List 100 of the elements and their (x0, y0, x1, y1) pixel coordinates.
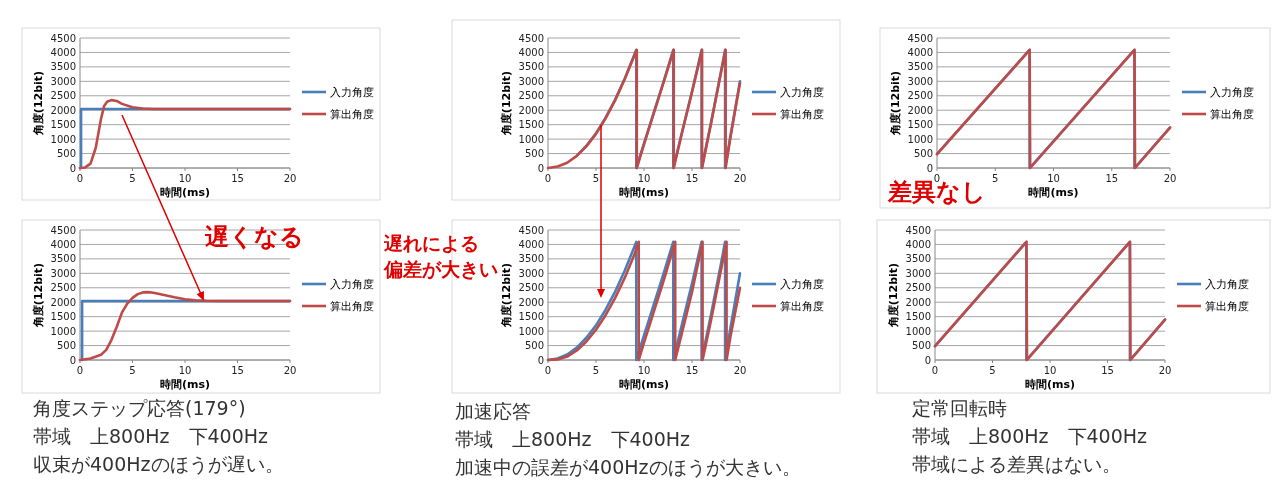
y-tick-label: 0 (926, 162, 933, 174)
legend-label: 入力角度 (1210, 86, 1254, 99)
x-tick-label: 10 (178, 365, 192, 376)
y-tick-label: 3500 (907, 61, 933, 73)
legend-label: 算出角度 (330, 300, 374, 313)
x-tick-label: 20 (1158, 365, 1172, 376)
x-axis-title: 時間(ms) (159, 186, 211, 199)
x-tick-label: 0 (544, 173, 552, 184)
y-tick-label: 4500 (50, 224, 76, 236)
text: 加速中の誤差が400Hzのほうが大きい。 (455, 456, 801, 478)
legend-label: 入力角度 (1205, 278, 1249, 291)
x-axis-title: 時間(ms) (1024, 378, 1076, 391)
y-tick-label: 4000 (518, 238, 544, 250)
y-tick-label: 2000 (905, 296, 931, 308)
x-axis-title: 時間(ms) (618, 378, 670, 391)
y-tick-label: 3500 (905, 253, 931, 265)
x-tick-label: 0 (544, 365, 552, 376)
text: 収束が400Hzのほうが遅い。 (33, 453, 284, 475)
y-tick-label: 500 (56, 340, 76, 352)
y-tick-label: 3500 (518, 61, 544, 73)
annotation: 遅くなる (204, 223, 304, 251)
y-tick-label: 3000 (905, 267, 931, 279)
y-axis-title: 角度(12bit) (887, 262, 900, 329)
y-tick-label: 4000 (50, 46, 76, 58)
y-tick-label: 2500 (905, 282, 931, 294)
y-tick-label: 0 (537, 354, 544, 366)
legend-label: 入力角度 (330, 86, 374, 99)
x-tick-label: 15 (231, 365, 244, 376)
legend-label: 入力角度 (780, 86, 824, 99)
x-tick-label: 10 (178, 173, 192, 184)
x-tick-label: 5 (592, 173, 600, 184)
text: 帯域 上800Hz 下400Hz (912, 425, 1148, 447)
legend-label: 算出角度 (780, 300, 824, 313)
x-tick-label: 5 (129, 365, 136, 376)
y-axis-title: 角度(12bit) (500, 70, 513, 137)
y-tick-label: 2500 (907, 90, 933, 102)
text: 遅れによる (383, 232, 479, 254)
y-tick-label: 500 (913, 148, 933, 160)
y-tick-label: 3000 (518, 75, 544, 87)
y-tick-label: 1000 (50, 325, 76, 337)
legend-label: 算出角度 (1205, 300, 1249, 313)
x-tick-label: 20 (733, 365, 747, 376)
y-tick-label: 1500 (518, 311, 544, 323)
y-tick-label: 3500 (518, 253, 544, 265)
x-tick-label: 5 (992, 173, 999, 184)
x-tick-label: 5 (592, 365, 600, 376)
y-tick-label: 500 (56, 148, 76, 160)
y-tick-label: 2000 (907, 104, 933, 116)
y-tick-label: 2000 (518, 104, 544, 116)
y-tick-label: 4000 (905, 238, 931, 250)
text: 定常回転時 (912, 397, 1007, 419)
y-tick-label: 500 (911, 340, 931, 352)
x-tick-label: 0 (76, 365, 84, 376)
x-tick-label: 15 (231, 173, 244, 184)
y-tick-label: 4500 (518, 32, 544, 44)
y-tick-label: 0 (69, 162, 76, 174)
y-tick-label: 0 (924, 354, 931, 366)
y-axis-title: 角度(12bit) (889, 70, 902, 137)
y-tick-label: 3000 (907, 75, 933, 87)
text: 帯域 上800Hz 下400Hz (455, 428, 691, 450)
y-tick-label: 4000 (50, 238, 76, 250)
y-tick-label: 2500 (518, 90, 544, 102)
y-tick-label: 4500 (907, 32, 933, 44)
y-tick-label: 2000 (50, 296, 76, 308)
y-tick-label: 1500 (50, 119, 76, 131)
x-tick-label: 5 (129, 173, 136, 184)
y-tick-label: 1000 (518, 133, 544, 145)
y-tick-label: 0 (69, 354, 76, 366)
y-tick-label: 2500 (50, 90, 76, 102)
y-tick-label: 2500 (50, 282, 76, 294)
x-axis-title: 時間(ms) (159, 378, 211, 391)
legend-label: 入力角度 (780, 278, 824, 291)
x-tick-label: 20 (733, 173, 747, 184)
y-tick-label: 3000 (50, 75, 76, 87)
y-tick-label: 4500 (50, 32, 76, 44)
text: 偏差が大きい (383, 257, 498, 280)
y-axis-title: 角度(12bit) (500, 262, 513, 329)
x-tick-label: 0 (76, 173, 84, 184)
y-tick-label: 2000 (518, 296, 544, 308)
x-tick-label: 15 (685, 173, 699, 184)
y-tick-label: 1500 (907, 119, 933, 131)
y-axis-title: 角度(12bit) (32, 262, 45, 329)
x-tick-label: 5 (989, 365, 996, 376)
x-tick-label: 10 (1047, 173, 1060, 184)
y-tick-label: 3500 (50, 253, 76, 265)
text: 帯域による差異はない。 (912, 453, 1121, 475)
y-tick-label: 4500 (518, 224, 544, 236)
x-axis-title: 時間(ms) (618, 186, 670, 199)
x-tick-label: 15 (685, 365, 699, 376)
x-tick-label: 15 (1101, 365, 1114, 376)
y-tick-label: 2500 (518, 282, 544, 294)
x-tick-label: 10 (637, 365, 651, 376)
y-tick-label: 1500 (50, 311, 76, 323)
y-tick-label: 1000 (905, 325, 931, 337)
y-tick-label: 3000 (50, 267, 76, 279)
y-tick-label: 3000 (518, 267, 544, 279)
x-tick-label: 15 (1105, 173, 1119, 184)
text: 帯域 上800Hz 下400Hz (33, 425, 269, 447)
y-tick-label: 3500 (50, 61, 76, 73)
x-tick-label: 20 (1163, 173, 1177, 184)
